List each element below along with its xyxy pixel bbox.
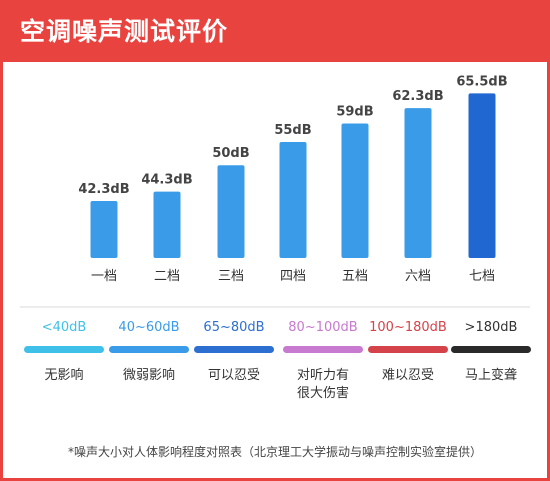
legend-range: <40dB [41, 320, 87, 335]
bar-value-label: 44.3dB [141, 173, 192, 188]
bar-value-label: 55dB [274, 123, 311, 138]
legend-description-line: 对听力有 [296, 368, 349, 383]
section-divider [20, 306, 530, 308]
category-label: 六档 [405, 269, 431, 284]
bar-3 [217, 165, 245, 258]
noise-legend: <40dB 无影响 40~60dB 微弱影响 65~80dB 可以忍受 80~100dB 对听… [0, 318, 550, 428]
legend-color-bar [283, 346, 363, 353]
legend-description: 可以忍受 [192, 367, 276, 385]
bar-2 [153, 191, 181, 258]
legend-item: <40dB 无影响 [22, 318, 106, 385]
bar-value-label: 42.3dB [78, 182, 129, 197]
legend-color-bar [109, 346, 189, 353]
noise-bar-chart: 42.3dB 一档 44.3dB 二档 50dB 三档 55dB 四档 59dB 五档 62.3dB… [0, 62, 550, 302]
legend-description: 微弱影响 [107, 367, 191, 385]
bar-1 [90, 200, 118, 258]
legend-range: 100~180dB [369, 320, 447, 335]
legend-item: >180dB 马上变聋 [449, 318, 533, 385]
category-label: 二档 [154, 269, 180, 284]
legend-item: 80~100dB 对听力有很大伤害 [281, 318, 365, 403]
legend-description-line: 微弱影响 [122, 368, 175, 383]
bar-5 [341, 123, 369, 258]
legend-description: 难以忍受 [366, 367, 450, 385]
legend-description-line: 难以忍受 [381, 368, 434, 383]
legend-item: 40~60dB 微弱影响 [107, 318, 191, 385]
legend-color-bar [368, 346, 448, 353]
legend-range: 40~60dB [118, 320, 180, 335]
bar-7 [468, 93, 496, 258]
legend-range: 80~100dB [288, 320, 358, 335]
legend-color-bar [24, 346, 104, 353]
bar-value-label: 62.3dB [392, 89, 443, 104]
legend-description-line: 可以忍受 [207, 368, 260, 383]
bar-value-label: 65.5dB [456, 74, 507, 89]
page-title: 空调噪声测试评价 [20, 17, 229, 46]
legend-item: 100~180dB 难以忍受 [366, 318, 450, 385]
legend-description-line: 很大伤害 [296, 386, 349, 401]
bar-value-label: 59dB [336, 104, 373, 119]
legend-description: 马上变聋 [449, 367, 533, 385]
legend-description-line: 无影响 [44, 368, 84, 383]
category-label: 七档 [469, 269, 495, 284]
bar-4 [279, 142, 307, 258]
category-label: 一档 [91, 269, 117, 284]
legend-description: 对听力有 很大伤害 [281, 367, 365, 403]
legend-range: 65~80dB [203, 320, 265, 335]
legend-range: >180dB [464, 320, 518, 335]
legend-description: 无影响 [22, 367, 106, 385]
category-label: 四档 [280, 269, 306, 284]
bar-6 [404, 108, 432, 259]
footnote: *噪声大小对人体影响程度对照表（北京理工大学振动与噪声控制实验室提供） [67, 445, 482, 459]
legend-color-bar [194, 346, 274, 353]
legend-item: 65~80dB 可以忍受 [192, 318, 276, 385]
category-label: 三档 [218, 269, 244, 284]
category-label: 五档 [342, 269, 368, 284]
header-banner: 空调噪声测试评价 [0, 0, 550, 62]
bar-value-label: 50dB [212, 146, 249, 161]
chart-svg: 42.3dB 一档 44.3dB 二档 50dB 三档 55dB 四档 59dB 五档 62.3dB… [78, 74, 507, 284]
legend-color-bar [451, 346, 531, 353]
legend-description-line: 马上变聋 [464, 368, 517, 383]
